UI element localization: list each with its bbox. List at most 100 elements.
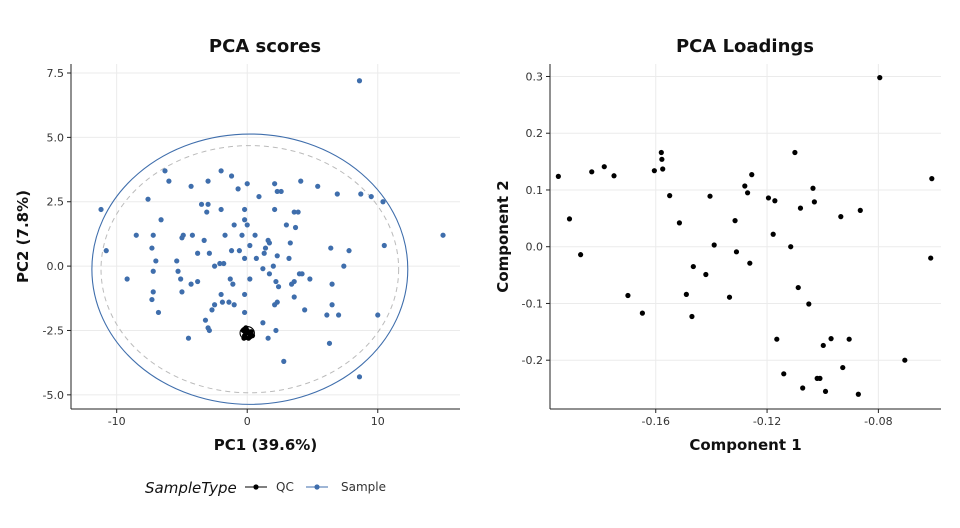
data-point-sample xyxy=(175,268,181,274)
data-point-loading xyxy=(828,336,834,342)
data-point-sample xyxy=(356,78,363,84)
data-point-sample xyxy=(266,240,273,246)
data-point-loading xyxy=(744,190,751,196)
data-point-sample xyxy=(231,222,237,228)
data-point-sample xyxy=(244,222,250,228)
data-point-sample xyxy=(381,242,387,249)
y-tick-label: 0.0 xyxy=(526,241,544,254)
data-point-sample xyxy=(189,232,195,238)
data-point-sample xyxy=(124,276,130,282)
data-point-sample xyxy=(204,209,210,215)
y-axis-title: Component 2 xyxy=(494,180,512,292)
data-point-sample xyxy=(278,188,284,195)
data-point-sample xyxy=(242,206,248,213)
data-point-sample xyxy=(239,232,245,238)
data-point-loading xyxy=(690,263,696,270)
data-point-sample xyxy=(236,248,242,254)
data-point-sample xyxy=(336,312,342,318)
chart-title: PCA Loadings xyxy=(676,36,814,57)
pca-scores-panel: -10 0 10 -5.0 -2.5 0.0 2.5 5.0 7.5 PCA scores PC1 … xyxy=(14,36,460,454)
data-point-sample xyxy=(272,302,278,308)
data-point-sample xyxy=(299,271,305,277)
data-point-sample xyxy=(195,278,201,285)
y-axis-title: PC2 (7.8%) xyxy=(14,190,32,283)
data-point-sample xyxy=(260,266,266,272)
data-point-loading xyxy=(770,231,776,237)
data-point-sample xyxy=(291,294,297,300)
data-point-loading xyxy=(781,371,787,377)
data-point-sample xyxy=(149,296,155,303)
data-point-loading xyxy=(703,271,709,278)
data-point-sample xyxy=(230,281,236,287)
data-point-qc xyxy=(245,335,252,341)
data-point-sample xyxy=(358,191,364,197)
data-point-sample xyxy=(328,245,334,251)
data-point-sample xyxy=(247,276,253,282)
data-point-sample xyxy=(162,168,168,174)
y-tick-label: 2.5 xyxy=(47,196,65,209)
y-tick-label: 0.2 xyxy=(526,127,544,140)
data-point-sample xyxy=(326,340,333,346)
data-point-sample xyxy=(98,206,104,213)
data-point-sample xyxy=(252,232,258,238)
data-point-sample xyxy=(227,276,233,282)
legend-key-point-sample xyxy=(314,484,320,490)
data-point-sample xyxy=(356,374,363,380)
data-point-loading xyxy=(772,198,778,204)
data-point-sample xyxy=(242,291,248,298)
data-point-loading xyxy=(817,375,823,381)
data-point-loading xyxy=(806,301,812,307)
data-point-sample xyxy=(298,178,304,184)
data-point-sample xyxy=(273,278,279,285)
data-point-sample xyxy=(265,335,271,341)
data-point-sample xyxy=(155,309,162,316)
y-tick-label: 0.0 xyxy=(47,260,65,273)
data-point-loading xyxy=(765,195,772,201)
data-point-sample xyxy=(202,317,209,323)
data-point-sample xyxy=(274,253,280,259)
data-point-loading xyxy=(929,176,935,182)
data-point-sample xyxy=(149,245,155,251)
y-tick-label: -0.2 xyxy=(522,354,543,367)
data-point-sample xyxy=(133,232,139,238)
x-axis-title: PC1 (39.6%) xyxy=(214,436,317,454)
x-tick-label: 0 xyxy=(244,415,251,428)
legend-label-qc: QC xyxy=(276,480,294,494)
data-point-sample xyxy=(270,263,276,269)
data-point-sample xyxy=(150,289,156,295)
data-point-sample xyxy=(218,168,224,174)
data-point-loading xyxy=(676,220,683,226)
data-point-sample xyxy=(295,209,301,215)
data-point-sample xyxy=(289,281,295,287)
data-point-loading xyxy=(683,291,689,297)
data-point-sample xyxy=(292,224,299,231)
data-point-sample xyxy=(228,248,235,254)
data-point-sample xyxy=(218,291,224,298)
data-point-loading xyxy=(732,218,738,224)
data-point-sample xyxy=(253,255,259,261)
data-point-loading xyxy=(838,214,844,220)
data-point-loading xyxy=(747,260,753,266)
data-point-loading xyxy=(742,183,748,189)
data-point-sample xyxy=(188,183,194,189)
y-tick-label: -2.5 xyxy=(43,324,64,337)
data-point-loading xyxy=(651,168,657,174)
data-point-loading xyxy=(689,313,695,320)
data-point-loading xyxy=(928,255,934,261)
data-point-sample xyxy=(329,281,335,287)
x-tick-label: -0.16 xyxy=(642,415,670,428)
data-point-loading xyxy=(733,249,740,255)
data-point-sample xyxy=(273,327,279,334)
data-point-sample xyxy=(145,196,151,202)
pca-loadings-panel: -0.16 -0.12 -0.08 -0.2 -0.1 0.0 0.1 0.2 0.3 PCA L… xyxy=(494,36,941,454)
data-point-sample xyxy=(274,188,280,195)
chart-title: PCA scores xyxy=(209,36,321,57)
data-point-sample xyxy=(217,260,223,267)
data-point-sample xyxy=(329,302,335,308)
legend-label-sample: Sample xyxy=(341,480,386,494)
data-point-loading xyxy=(578,252,584,258)
legend-key-point-qc xyxy=(253,484,259,490)
data-point-sample xyxy=(247,242,253,249)
data-point-sample xyxy=(211,302,218,308)
data-point-loading xyxy=(800,385,806,391)
